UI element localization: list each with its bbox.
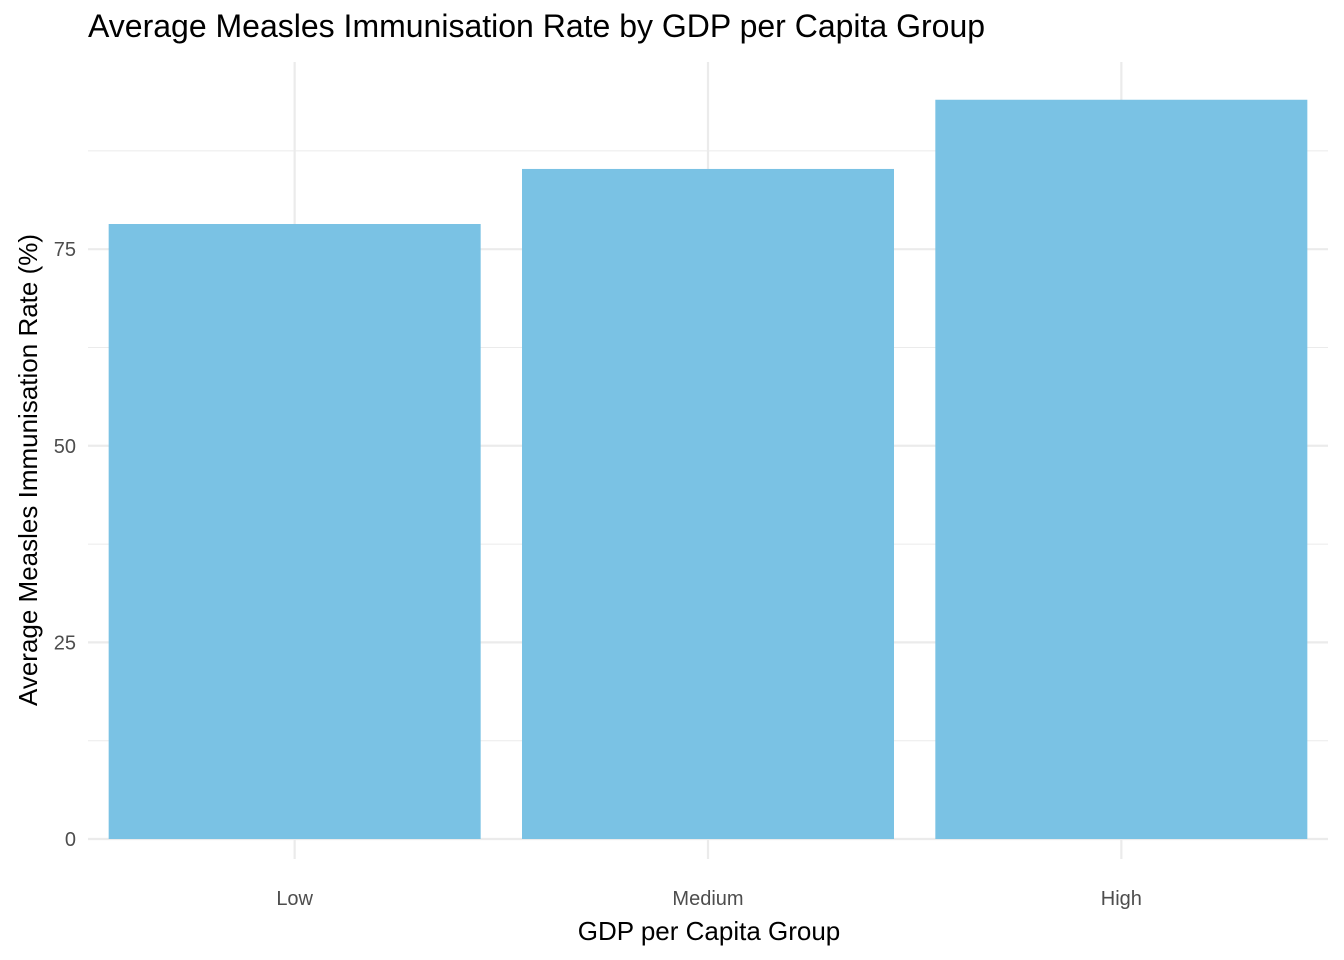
x-tick-label: Low xyxy=(276,888,313,910)
x-tick-label: High xyxy=(1101,888,1142,910)
y-tick-label: 75 xyxy=(54,239,76,261)
y-tick-label: 50 xyxy=(54,436,76,458)
x-tick-label: Medium xyxy=(672,888,743,910)
y-tick-label: 0 xyxy=(65,829,76,851)
bar-medium xyxy=(522,168,894,840)
bars xyxy=(108,99,1308,840)
y-axis-ticks: 0 25 50 75 xyxy=(54,239,76,851)
y-tick-label: 25 xyxy=(54,632,76,654)
y-axis-title: Average Measles Immunisation Rate (%) xyxy=(13,234,43,706)
bar-low xyxy=(108,224,481,839)
bar-high xyxy=(935,99,1308,840)
x-axis-ticks: Low Medium High xyxy=(276,888,1142,910)
chart-title: Average Measles Immunisation Rate by GDP… xyxy=(88,8,986,44)
x-axis-title: GDP per Capita Group xyxy=(578,916,841,946)
